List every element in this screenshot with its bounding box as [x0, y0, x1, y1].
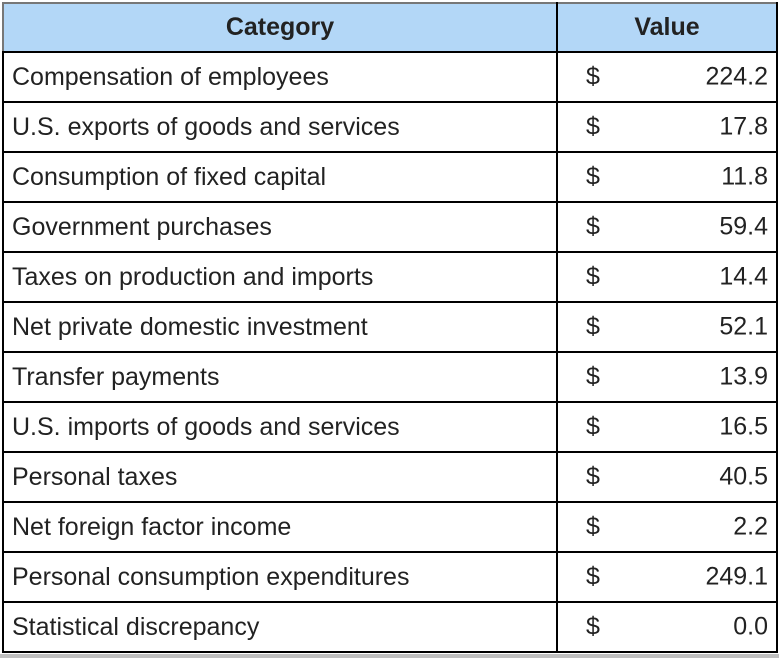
value-cell: $ 52.1: [556, 301, 778, 353]
category-cell: U.S. exports of goods and services: [2, 101, 558, 153]
value-cell: $ 59.4: [556, 201, 778, 253]
currency-symbol: $: [586, 262, 600, 291]
category-cell: Personal consumption expenditures: [2, 551, 558, 603]
value-cell: $ 14.4: [556, 251, 778, 303]
currency-symbol: $: [586, 362, 600, 391]
category-cell: Personal taxes: [2, 451, 558, 503]
amount: 16.5: [719, 412, 768, 441]
table-row: Net private domestic investment $ 52.1: [2, 301, 778, 353]
value-column-header: Value: [556, 2, 778, 53]
table-row: Government purchases $ 59.4: [2, 201, 778, 253]
category-cell: Statistical discrepancy: [2, 601, 558, 653]
header-row: Category Value: [2, 2, 778, 53]
category-column-header: Category: [2, 2, 558, 53]
amount: 17.8: [719, 112, 768, 141]
table-row: Taxes on production and imports $ 14.4: [2, 251, 778, 303]
amount: 13.9: [719, 362, 768, 391]
amount: 40.5: [719, 462, 768, 491]
value-cell: $ 13.9: [556, 351, 778, 403]
table-row: Personal taxes $ 40.5: [2, 451, 778, 503]
category-cell: Taxes on production and imports: [2, 251, 558, 303]
currency-symbol: $: [586, 62, 600, 91]
amount: 59.4: [719, 212, 768, 241]
value-cell: $ 11.8: [556, 151, 778, 203]
table-row: Personal consumption expenditures $ 249.…: [2, 551, 778, 603]
category-cell: Consumption of fixed capital: [2, 151, 558, 203]
currency-symbol: $: [586, 612, 600, 641]
value-cell: $ 224.2: [556, 51, 778, 103]
amount: 224.2: [705, 62, 768, 91]
bottom-edge: [0, 654, 779, 658]
table-row: Statistical discrepancy $ 0.0: [2, 601, 778, 653]
amount: 2.2: [733, 512, 768, 541]
table-row: Consumption of fixed capital $ 11.8: [2, 151, 778, 203]
currency-symbol: $: [586, 312, 600, 341]
amount: 0.0: [733, 612, 768, 641]
value-cell: $ 40.5: [556, 451, 778, 503]
category-cell: U.S. imports of goods and services: [2, 401, 558, 453]
category-cell: Transfer payments: [2, 351, 558, 403]
value-cell: $ 2.2: [556, 501, 778, 553]
currency-symbol: $: [586, 562, 600, 591]
table-row: Compensation of employees $ 224.2: [2, 51, 778, 103]
currency-symbol: $: [586, 462, 600, 491]
category-cell: Government purchases: [2, 201, 558, 253]
currency-symbol: $: [586, 162, 600, 191]
value-cell: $ 0.0: [556, 601, 778, 653]
table-row: U.S. imports of goods and services $ 16.…: [2, 401, 778, 453]
currency-symbol: $: [586, 112, 600, 141]
amount: 14.4: [719, 262, 768, 291]
currency-symbol: $: [586, 212, 600, 241]
amount: 249.1: [705, 562, 768, 591]
amount: 11.8: [721, 162, 768, 191]
table-row: U.S. exports of goods and services $ 17.…: [2, 101, 778, 153]
value-cell: $ 16.5: [556, 401, 778, 453]
value-cell: $ 249.1: [556, 551, 778, 603]
table-row: Transfer payments $ 13.9: [2, 351, 778, 403]
currency-symbol: $: [586, 412, 600, 441]
category-cell: Net foreign factor income: [2, 501, 558, 553]
table-row: Net foreign factor income $ 2.2: [2, 501, 778, 553]
amount: 52.1: [719, 312, 768, 341]
category-cell: Net private domestic investment: [2, 301, 558, 353]
category-cell: Compensation of employees: [2, 51, 558, 103]
currency-symbol: $: [586, 512, 600, 541]
value-cell: $ 17.8: [556, 101, 778, 153]
